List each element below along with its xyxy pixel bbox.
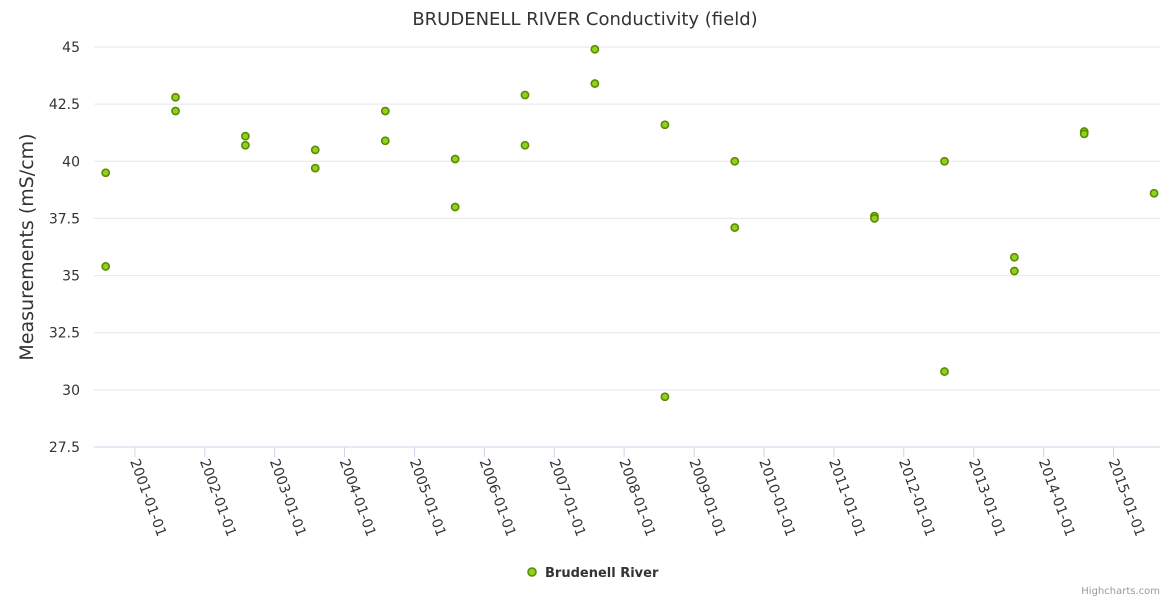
- scatter-point[interactable]: [450, 202, 460, 212]
- scatter-point[interactable]: [1009, 266, 1019, 276]
- x-tick-label: 2012-01-01: [895, 457, 938, 539]
- x-tick-label: 2005-01-01: [406, 457, 449, 539]
- grid-lines: [94, 46, 1160, 391]
- x-tick-label: 2015-01-01: [1105, 457, 1148, 539]
- scatter-point[interactable]: [171, 106, 180, 116]
- x-tick-label: 2013-01-01: [965, 457, 1008, 539]
- scatter-point[interactable]: [520, 90, 530, 100]
- y-tick-label: 45: [62, 40, 80, 56]
- scatter-point[interactable]: [870, 214, 879, 223]
- x-tick-label: 2011-01-01: [825, 457, 868, 539]
- chart-title: BRUDENELL RIVER Conductivity (field): [412, 9, 757, 30]
- legend-label: Brudenell River: [545, 566, 659, 581]
- y-tick-label: 30: [62, 383, 80, 399]
- y-tick-label: 40: [62, 154, 80, 170]
- y-tick-label: 27.5: [49, 440, 80, 456]
- legend-item-brudenell-river[interactable]: Brudenell River: [527, 566, 659, 581]
- scatter-point[interactable]: [1009, 252, 1019, 262]
- x-tick-label: 2006-01-01: [476, 457, 519, 539]
- scatter-point[interactable]: [101, 262, 111, 271]
- scatter-point[interactable]: [1149, 188, 1159, 198]
- y-tick-label: 35: [62, 269, 80, 285]
- scatter-point[interactable]: [940, 367, 949, 376]
- y-axis-label: Measurements (mS/cm): [16, 133, 38, 360]
- x-tick-label: 2002-01-01: [196, 457, 239, 539]
- x-tick-label: 2009-01-01: [685, 457, 728, 539]
- scatter-point[interactable]: [730, 156, 740, 166]
- x-tick-label: 2001-01-01: [126, 457, 169, 539]
- scatter-point[interactable]: [1079, 129, 1089, 139]
- credits-link[interactable]: Highcharts.com: [1081, 586, 1160, 597]
- scatter-point[interactable]: [590, 79, 600, 88]
- scatter-point[interactable]: [520, 140, 530, 150]
- scatter-point[interactable]: [240, 131, 250, 141]
- x-tick-label: 2014-01-01: [1035, 457, 1078, 539]
- scatter-point[interactable]: [310, 145, 320, 155]
- scatter-point[interactable]: [590, 44, 600, 54]
- scatter-point[interactable]: [940, 156, 949, 166]
- y-tick-label: 42.5: [49, 97, 80, 113]
- x-tick-label: 2004-01-01: [336, 457, 379, 539]
- scatter-point[interactable]: [240, 140, 250, 150]
- scatter-point[interactable]: [660, 120, 670, 130]
- scatter-point[interactable]: [450, 154, 460, 164]
- x-tick-label: 2007-01-01: [546, 457, 589, 539]
- scatter-point[interactable]: [310, 163, 320, 173]
- legend-marker-icon: [527, 567, 537, 577]
- scatter-point[interactable]: [730, 223, 740, 232]
- x-tick-label: 2008-01-01: [615, 457, 658, 539]
- y-tick-label: 32.5: [49, 326, 80, 342]
- scatter-point[interactable]: [380, 136, 390, 146]
- scatter-points: [101, 44, 1159, 402]
- y-tick-label: 37.5: [49, 211, 80, 227]
- x-tick-label: 2003-01-01: [266, 457, 309, 539]
- x-axis: 2001-01-01 2002-01-01 2003-01-01 2004-01-01…: [94, 446, 1160, 539]
- scatter-point[interactable]: [380, 106, 390, 116]
- scatter-point[interactable]: [660, 392, 670, 402]
- x-tick-label: 2010-01-01: [755, 457, 798, 539]
- y-axis-ticks: 27.5 30 32.5 35 37.5 40 42.5 45: [49, 40, 80, 456]
- scatter-point[interactable]: [171, 92, 180, 102]
- scatter-point[interactable]: [101, 168, 111, 178]
